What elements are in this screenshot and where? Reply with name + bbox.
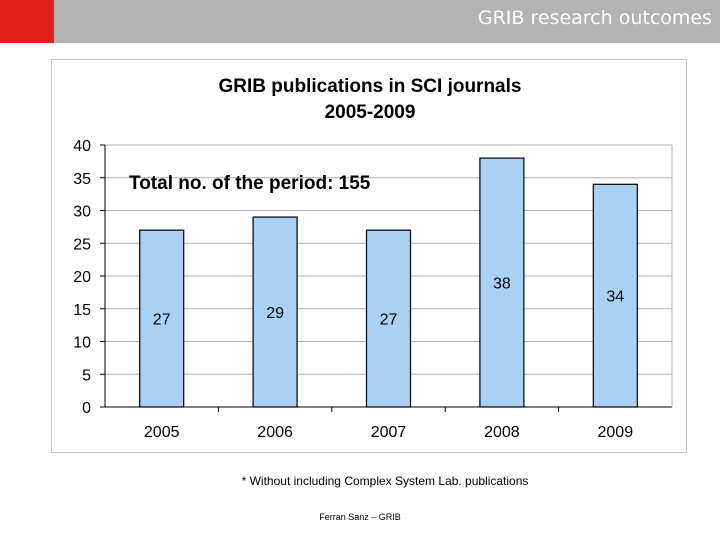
bar xyxy=(252,216,298,408)
y-tick-label: 15 xyxy=(73,302,91,319)
bar-chart: GRIB publications in SCI journals 2005-20… xyxy=(73,76,673,441)
data-label: 29 xyxy=(266,305,284,322)
data-label: 27 xyxy=(380,312,398,329)
chart-subtitle: 2005-2009 xyxy=(325,102,416,123)
data-label: 27 xyxy=(153,312,171,329)
chart-frame: GRIB publications in SCI journals 2005-20… xyxy=(51,59,687,453)
data-label: 38 xyxy=(493,276,511,293)
y-tick-label: 35 xyxy=(73,171,91,188)
data-label: 34 xyxy=(606,289,624,306)
slide-title: GRIB research outcomes xyxy=(477,7,712,29)
y-tick-label: 25 xyxy=(73,236,91,253)
header-bar xyxy=(54,0,720,43)
bar xyxy=(139,229,185,408)
footer-author: Ferran Sanz – GRIB xyxy=(319,512,401,522)
y-tick-label: 5 xyxy=(82,367,91,384)
x-tick-label: 2006 xyxy=(257,424,293,441)
y-tick-label: 20 xyxy=(73,269,91,286)
x-tick-label: 2005 xyxy=(144,424,180,441)
footnote: * Without including Complex System Lab. … xyxy=(241,474,529,488)
y-tick-label: 0 xyxy=(82,400,91,417)
x-tick-label: 2007 xyxy=(371,424,407,441)
y-tick-label: 40 xyxy=(73,138,91,155)
bar xyxy=(479,157,525,408)
y-tick-label: 10 xyxy=(73,335,91,352)
y-tick-label: 30 xyxy=(73,204,91,221)
chart-annotation: Total no. of the period: 155 xyxy=(129,173,371,194)
header-accent-block xyxy=(0,0,54,43)
bar xyxy=(365,229,412,408)
bar xyxy=(592,183,638,408)
x-tick-label: 2008 xyxy=(484,424,520,441)
x-tick-label: 2009 xyxy=(598,424,634,441)
chart-title: GRIB publications in SCI journals xyxy=(219,76,522,97)
